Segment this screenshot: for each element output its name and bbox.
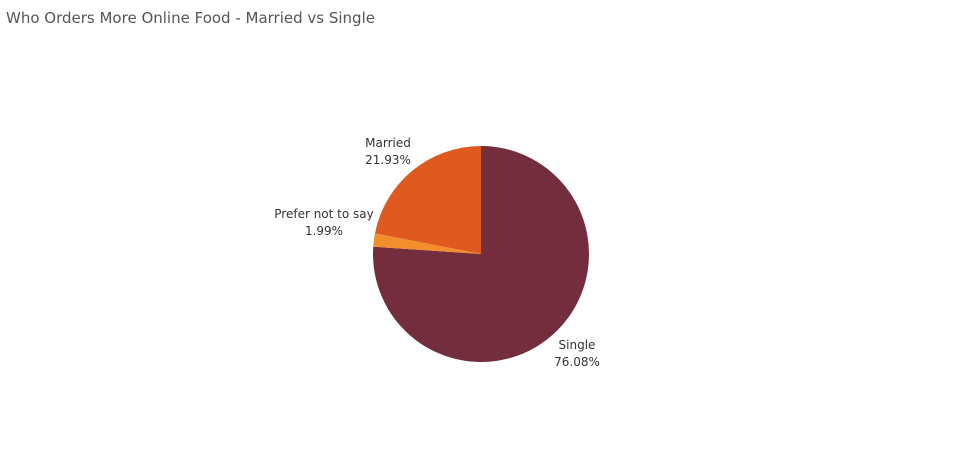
slice-label-name: Single — [559, 338, 596, 352]
slice-label-value: 76.08% — [554, 355, 600, 369]
pie-slice-prefer-not-to-say[interactable] — [373, 233, 481, 254]
slice-label-value: 21.93% — [365, 153, 411, 167]
slice-label-name: Married — [365, 136, 411, 150]
pie-slice-married[interactable] — [375, 146, 481, 254]
pie-slice-single[interactable] — [373, 146, 590, 362]
slice-label-name: Prefer not to say — [274, 207, 373, 221]
slice-label-value: 1.99% — [305, 224, 343, 238]
chart-title: Who Orders More Online Food - Married vs… — [6, 9, 375, 27]
